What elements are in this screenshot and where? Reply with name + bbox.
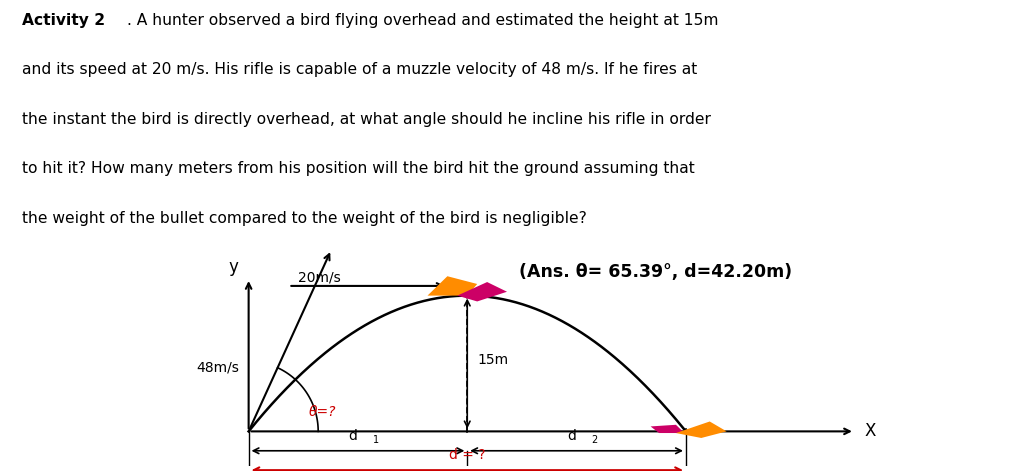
Text: to hit it? How many meters from his position will the bird hit the ground assumi: to hit it? How many meters from his posi…	[22, 161, 695, 176]
Text: Activity 2: Activity 2	[22, 13, 105, 28]
Text: the instant the bird is directly overhead, at what angle should he incline his r: the instant the bird is directly overhea…	[22, 112, 711, 127]
Text: θ=?: θ=?	[308, 405, 336, 419]
Text: X: X	[865, 422, 876, 440]
Text: . A hunter observed a bird flying overhead and estimated the height at 15m: . A hunter observed a bird flying overhe…	[127, 13, 719, 28]
Text: 15m: 15m	[478, 353, 508, 366]
Text: 20m/s: 20m/s	[298, 271, 341, 285]
Text: d: d	[567, 429, 576, 443]
Text: y: y	[229, 258, 238, 276]
Polygon shape	[457, 282, 507, 301]
Polygon shape	[676, 422, 727, 438]
Text: 2: 2	[591, 435, 597, 445]
Text: (Ans. θ= 65.39°, d=42.20m): (Ans. θ= 65.39°, d=42.20m)	[519, 263, 793, 281]
Text: the weight of the bullet compared to the weight of the bird is negligible?: the weight of the bullet compared to the…	[22, 211, 587, 226]
Polygon shape	[651, 425, 684, 433]
Text: 1: 1	[373, 435, 379, 445]
Text: 48m/s: 48m/s	[196, 360, 238, 374]
Text: d = ?: d = ?	[449, 448, 486, 463]
Text: d: d	[349, 429, 357, 443]
Text: and its speed at 20 m/s. His rifle is capable of a muzzle velocity of 48 m/s. If: and its speed at 20 m/s. His rifle is ca…	[22, 62, 698, 77]
Polygon shape	[428, 276, 478, 296]
